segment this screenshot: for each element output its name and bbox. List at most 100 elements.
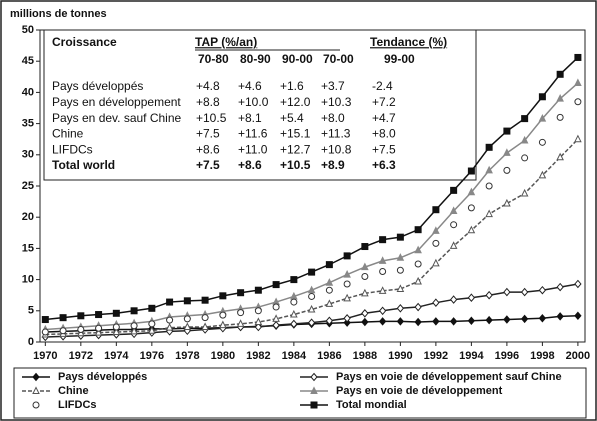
- table-cell: +4.8: [196, 79, 220, 93]
- y-tick-label: 10: [22, 274, 34, 286]
- table-cell: +3.7: [321, 79, 345, 93]
- marker: [521, 115, 529, 123]
- marker: [361, 262, 369, 271]
- marker: [432, 239, 440, 247]
- table-cell: +8.9: [321, 158, 345, 172]
- marker: [130, 326, 138, 335]
- marker: [467, 167, 475, 175]
- x-tick-label: 1980: [211, 350, 235, 362]
- marker: [574, 311, 582, 321]
- table-cell: +5.4: [280, 111, 304, 125]
- marker: [343, 314, 351, 323]
- marker: [378, 286, 387, 294]
- marker: [361, 272, 369, 280]
- marker: [325, 299, 334, 307]
- y-tick-label: 50: [22, 24, 34, 36]
- marker: [254, 322, 263, 332]
- marker: [325, 278, 334, 286]
- table-cell: +11.0: [238, 142, 268, 156]
- x-tick-label: 1972: [69, 350, 93, 362]
- marker: [272, 303, 280, 311]
- y-tick-label: 25: [22, 180, 34, 192]
- table-cell: +8.6: [196, 142, 220, 156]
- marker: [201, 314, 209, 322]
- marker: [378, 306, 387, 316]
- marker: [343, 269, 351, 278]
- marker: [467, 187, 476, 196]
- marker: [467, 316, 476, 326]
- x-tick-label: 1994: [459, 350, 484, 362]
- marker: [32, 386, 40, 394]
- marker: [520, 135, 529, 144]
- marker: [378, 317, 387, 326]
- marker: [59, 327, 67, 335]
- table-header: TAP (%/an): [195, 35, 257, 49]
- marker: [290, 319, 298, 329]
- marker: [503, 148, 511, 156]
- marker: [520, 188, 529, 197]
- marker: [485, 143, 493, 151]
- table-cell: +1.6: [280, 79, 304, 93]
- marker: [449, 206, 458, 214]
- marker: [574, 279, 582, 289]
- marker: [183, 297, 191, 305]
- table-cell: +8.1: [238, 111, 262, 125]
- marker: [396, 284, 405, 292]
- x-tick-label: 1984: [282, 350, 307, 362]
- table-cell: +7.5: [196, 158, 220, 172]
- marker: [290, 298, 298, 306]
- marker: [148, 320, 156, 328]
- table-row-label: LIFDCs: [52, 142, 93, 156]
- table-row-label: Total world: [52, 158, 115, 172]
- legend-label: LIFDCs: [58, 399, 97, 411]
- marker: [450, 186, 458, 194]
- marker: [272, 281, 280, 289]
- marker: [59, 314, 67, 322]
- table-period: 99-00: [384, 52, 415, 66]
- y-tick-label: 20: [22, 211, 34, 223]
- y-tick-label: 30: [22, 149, 34, 161]
- table-cell: +10.8: [321, 142, 352, 156]
- marker: [343, 280, 351, 288]
- marker: [307, 285, 316, 294]
- table-cell: +11.6: [238, 127, 268, 141]
- marker: [379, 236, 387, 244]
- marker: [485, 209, 493, 218]
- table-period: 90-00: [282, 52, 313, 66]
- table-cell: +8.0: [321, 111, 345, 125]
- table-row-label: Pays en développement: [52, 95, 181, 109]
- marker: [254, 307, 262, 315]
- table-cell: +10.5: [196, 111, 227, 125]
- table-cell: -2.4: [372, 79, 393, 93]
- y-tick-label: 40: [22, 86, 34, 98]
- marker: [379, 267, 387, 275]
- marker: [166, 298, 174, 306]
- marker: [290, 309, 298, 318]
- marker: [95, 311, 103, 319]
- marker: [574, 134, 582, 143]
- marker: [556, 94, 564, 102]
- marker: [538, 113, 547, 122]
- marker: [310, 386, 318, 394]
- marker: [77, 312, 85, 320]
- marker: [503, 315, 511, 324]
- marker: [148, 326, 156, 334]
- marker: [307, 304, 316, 313]
- marker: [396, 317, 405, 326]
- x-tick-label: 2000: [566, 350, 590, 362]
- marker: [361, 317, 369, 327]
- marker: [41, 328, 49, 336]
- marker: [219, 292, 227, 300]
- marker: [432, 258, 440, 267]
- marker: [414, 302, 422, 312]
- marker: [538, 314, 547, 323]
- marker: [556, 70, 564, 78]
- marker: [538, 138, 546, 146]
- table-header: Tendance (%): [370, 35, 447, 49]
- marker: [236, 319, 245, 327]
- table-cell: +8.8: [196, 95, 220, 109]
- marker: [308, 292, 316, 300]
- y-tick-label: 15: [22, 242, 34, 254]
- legend-label: Chine: [58, 385, 89, 397]
- marker: [432, 298, 440, 307]
